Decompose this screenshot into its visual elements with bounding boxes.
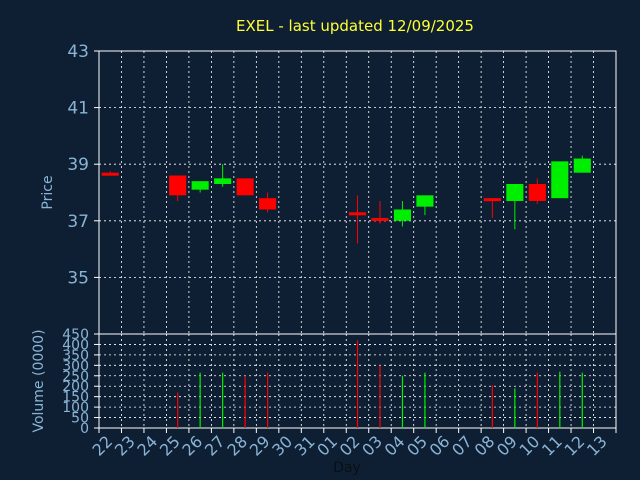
candle-body: [506, 184, 524, 201]
candle-body: [551, 161, 569, 199]
candle-body: [101, 172, 119, 176]
candle-body: [348, 212, 367, 216]
candle-body: [371, 217, 389, 221]
volume-tick-label: 250: [62, 369, 89, 385]
price-grid: [99, 50, 616, 334]
volume-grid: [99, 333, 616, 429]
candle-body: [573, 158, 591, 173]
price-tick-label: 39: [67, 155, 89, 175]
candle-body: [236, 178, 254, 196]
volume-tick-label: 200: [62, 379, 89, 395]
x-tick-label: 13: [583, 432, 611, 460]
x-tick-labels: 2223242526272829303101020304050607080910…: [88, 428, 617, 460]
price-panel: 35 37 39 41 43 Price: [40, 42, 617, 335]
volume-tick-label: 150: [62, 390, 89, 406]
price-axis-label: Price: [40, 175, 56, 209]
volume-tick-label: 300: [62, 358, 89, 374]
price-tick-label: 37: [67, 212, 89, 232]
candle-body: [528, 184, 546, 201]
volume-tick-label: 100: [62, 400, 89, 416]
candle-body: [483, 198, 501, 202]
candle-body: [169, 175, 187, 196]
candle-body: [393, 209, 411, 221]
price-tick-label: 43: [67, 42, 89, 62]
price-tick-label: 41: [67, 99, 89, 119]
candle-body: [416, 195, 434, 207]
volume-axis-label: Volume (0000): [31, 329, 47, 432]
candle-body: [191, 181, 209, 190]
chart-title: EXEL - last updated 12/09/2025: [236, 17, 474, 35]
price-tick-label: 35: [67, 268, 89, 288]
price-tick-labels: 35 37 39 41 43: [67, 42, 99, 288]
volume-tick-label: 350: [62, 348, 89, 364]
x-axis-label: Day: [333, 460, 361, 476]
volume-bars: [177, 340, 583, 428]
volume-tick-label: 400: [62, 337, 89, 353]
volume-tick-label: 0: [80, 421, 89, 437]
candle-body: [214, 178, 232, 185]
candle-body: [259, 198, 277, 210]
candles: [101, 155, 591, 244]
volume-tick-label: 50: [71, 411, 89, 427]
volume-tick-label: 450: [62, 327, 89, 343]
